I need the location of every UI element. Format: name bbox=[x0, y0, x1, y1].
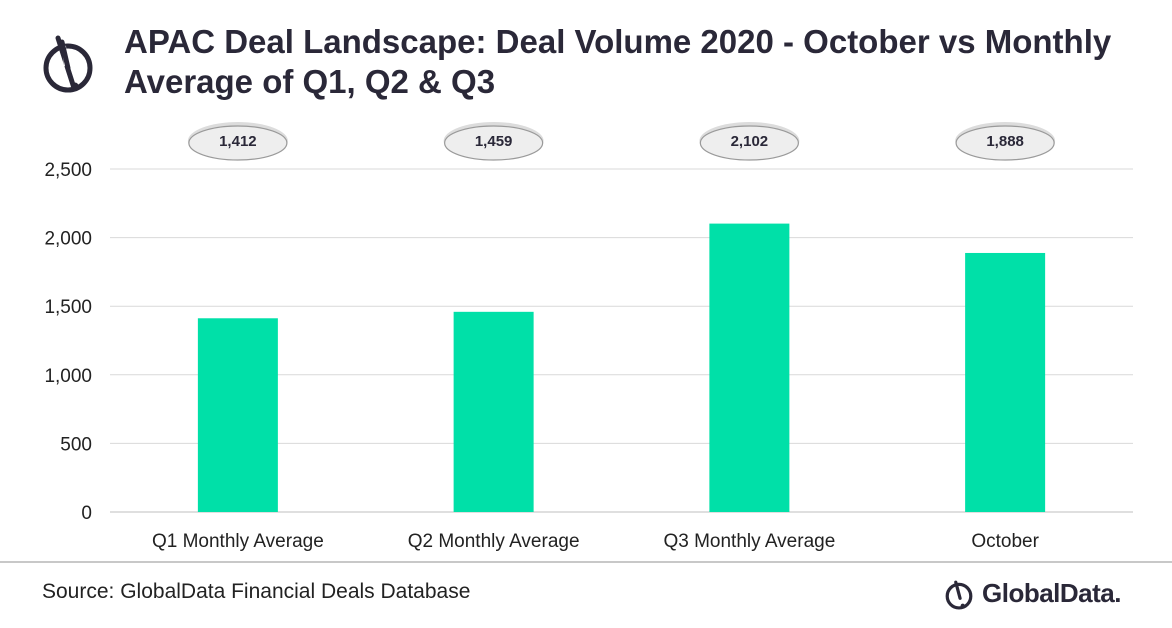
bar bbox=[453, 311, 534, 512]
y-tick-label: 500 bbox=[60, 434, 92, 455]
bar bbox=[965, 252, 1046, 512]
data-label-bubble bbox=[699, 125, 799, 161]
globaldata-icon bbox=[43, 35, 93, 93]
data-label: 2,102 bbox=[731, 133, 769, 150]
y-tick-label: 1,000 bbox=[44, 366, 92, 387]
y-tick-label: 1,500 bbox=[44, 297, 92, 318]
chart-title-line1: APAC Deal Landscape: Deal Volume 2020 - … bbox=[124, 23, 1112, 60]
y-tick-label: 2,500 bbox=[44, 160, 92, 181]
source-note: Source: GlobalData Financial Deals Datab… bbox=[42, 580, 471, 603]
data-label-bubble bbox=[955, 125, 1055, 161]
data-label: 1,412 bbox=[219, 133, 257, 150]
chart-title: APAC Deal Landscape: Deal Volume 2020 - … bbox=[124, 22, 1124, 102]
data-label: 1,888 bbox=[986, 133, 1024, 150]
globaldata-logo-icon bbox=[945, 580, 973, 610]
globaldata-logo: GlobalData. bbox=[944, 574, 1144, 614]
x-tick-label: Q1 Monthly Average bbox=[152, 531, 324, 552]
bar bbox=[709, 223, 790, 513]
x-tick-label: October bbox=[971, 531, 1039, 552]
y-tick-label: 2,000 bbox=[44, 229, 92, 250]
data-label-bubble bbox=[188, 125, 288, 161]
bar-chart: 0 500 1,000 1,500 2,000 2,500 Q1 Monthly Avera… bbox=[44, 122, 1133, 552]
x-tick-label: Q2 Monthly Average bbox=[408, 531, 580, 552]
x-tick-label: Q3 Monthly Average bbox=[663, 531, 835, 552]
chart-title-line2: Average of Q1, Q2 & Q3 bbox=[124, 63, 496, 100]
globaldata-logo-text: GlobalData. bbox=[982, 578, 1121, 608]
data-label-bubble bbox=[444, 125, 544, 161]
bar bbox=[197, 318, 278, 512]
data-label: 1,459 bbox=[475, 133, 513, 150]
y-tick-label: 0 bbox=[81, 503, 92, 524]
footer-divider bbox=[0, 561, 1172, 563]
